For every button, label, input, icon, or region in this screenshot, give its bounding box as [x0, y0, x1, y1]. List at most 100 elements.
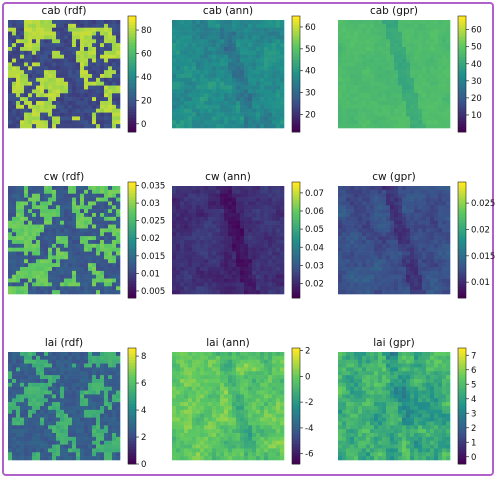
heatmap-cell [232, 43, 237, 48]
heatmap-cell [244, 108, 249, 113]
heatmap-cell [374, 50, 379, 56]
heatmap-cell [398, 108, 403, 113]
heatmap-cell [248, 124, 253, 129]
heatmap-cell [180, 197, 185, 202]
heatmap-cell [104, 85, 109, 90]
heatmap-cell [76, 186, 81, 191]
heatmap-cell [176, 247, 181, 252]
heatmap-cell [32, 251, 37, 256]
heatmap-cell [358, 220, 363, 225]
heatmap-cell [252, 124, 257, 129]
heatmap-cell [116, 209, 121, 214]
heatmap-cell [268, 243, 273, 249]
heatmap-cell [438, 23, 443, 29]
heatmap-cell [52, 23, 57, 29]
heatmap-cell [40, 220, 45, 225]
heatmap-cell [188, 31, 193, 36]
heatmap-cell [208, 81, 213, 86]
heatmap-cell [60, 236, 65, 241]
heatmap-cell [184, 267, 189, 272]
heatmap-cell [414, 47, 419, 52]
heatmap-cell [418, 274, 423, 279]
heatmap-cell [342, 74, 347, 79]
heatmap-cell [12, 197, 17, 202]
heatmap-cell [100, 193, 105, 198]
heatmap-cell [264, 278, 269, 283]
heatmap-cell [414, 93, 419, 98]
heatmap-cell [48, 97, 53, 102]
heatmap-cell [438, 81, 443, 86]
heatmap-cell [414, 112, 419, 117]
heatmap-cell [196, 124, 201, 129]
heatmap-cell [176, 124, 181, 129]
heatmap-cell [426, 20, 431, 25]
heatmap-cell [406, 189, 411, 195]
heatmap-cell [220, 213, 225, 218]
heatmap-cell [430, 189, 435, 195]
heatmap-cell [272, 20, 277, 25]
heatmap-cell [200, 259, 205, 264]
heatmap-cell [232, 77, 237, 83]
heatmap-cell [418, 201, 423, 206]
heatmap-cell [236, 97, 241, 102]
heatmap-cell [32, 236, 37, 241]
heatmap-cell [100, 251, 105, 256]
heatmap-cell [394, 186, 399, 191]
heatmap-cell [272, 213, 277, 218]
heatmap-cell [426, 89, 431, 94]
heatmap-cell [244, 31, 249, 36]
heatmap-cell [72, 186, 77, 191]
heatmap-cell [426, 232, 431, 237]
heatmap-cell [446, 216, 451, 222]
heatmap-cell [208, 255, 213, 260]
colorbar-segment [128, 190, 136, 194]
heatmap-cell [244, 93, 249, 98]
heatmap-cell [418, 116, 423, 121]
heatmap-cell [236, 213, 241, 218]
heatmap-cell [92, 186, 97, 191]
heatmap-cell [370, 101, 375, 106]
heatmap-cell [200, 23, 205, 29]
heatmap-cell [386, 259, 391, 264]
heatmap-cell [362, 89, 367, 94]
heatmap-cell [200, 240, 205, 245]
heatmap-cell [40, 259, 45, 264]
heatmap-cell [426, 251, 431, 256]
heatmap-cell [244, 85, 249, 90]
heatmap-cell [68, 104, 73, 110]
heatmap-cell [20, 286, 25, 291]
heatmap-cell [56, 189, 61, 195]
colorbar-segment [128, 234, 136, 238]
heatmap-cell [252, 27, 257, 32]
heatmap-cell [16, 197, 21, 202]
heatmap-cell [338, 20, 343, 25]
heatmap-cell [240, 201, 245, 206]
heatmap-cell [28, 104, 33, 110]
heatmap-cell [8, 66, 13, 71]
heatmap-cell [76, 240, 81, 245]
heatmap-cell [68, 124, 73, 129]
heatmap-cell [342, 243, 347, 249]
heatmap-cell [56, 270, 61, 276]
heatmap-cell [116, 282, 121, 287]
heatmap-cell [358, 228, 363, 233]
heatmap-cell [276, 213, 281, 218]
heatmap-cell [216, 66, 221, 71]
heatmap-cell [370, 220, 375, 225]
heatmap-cell [212, 267, 217, 272]
heatmap-cell [180, 85, 185, 90]
heatmap-cell [240, 224, 245, 229]
heatmap-cell [12, 193, 17, 198]
heatmap-cell [342, 236, 347, 241]
heatmap-cell [52, 20, 57, 25]
heatmap-cell [104, 20, 109, 25]
colorbar-segment [128, 18, 136, 23]
heatmap-cell [32, 263, 37, 268]
heatmap-cell [394, 120, 399, 125]
heatmap-cell [188, 282, 193, 287]
heatmap-cell [180, 101, 185, 106]
heatmap-cell [244, 116, 249, 121]
heatmap-cell [374, 54, 379, 59]
heatmap-cell [80, 267, 85, 272]
heatmap-cell [184, 186, 189, 191]
